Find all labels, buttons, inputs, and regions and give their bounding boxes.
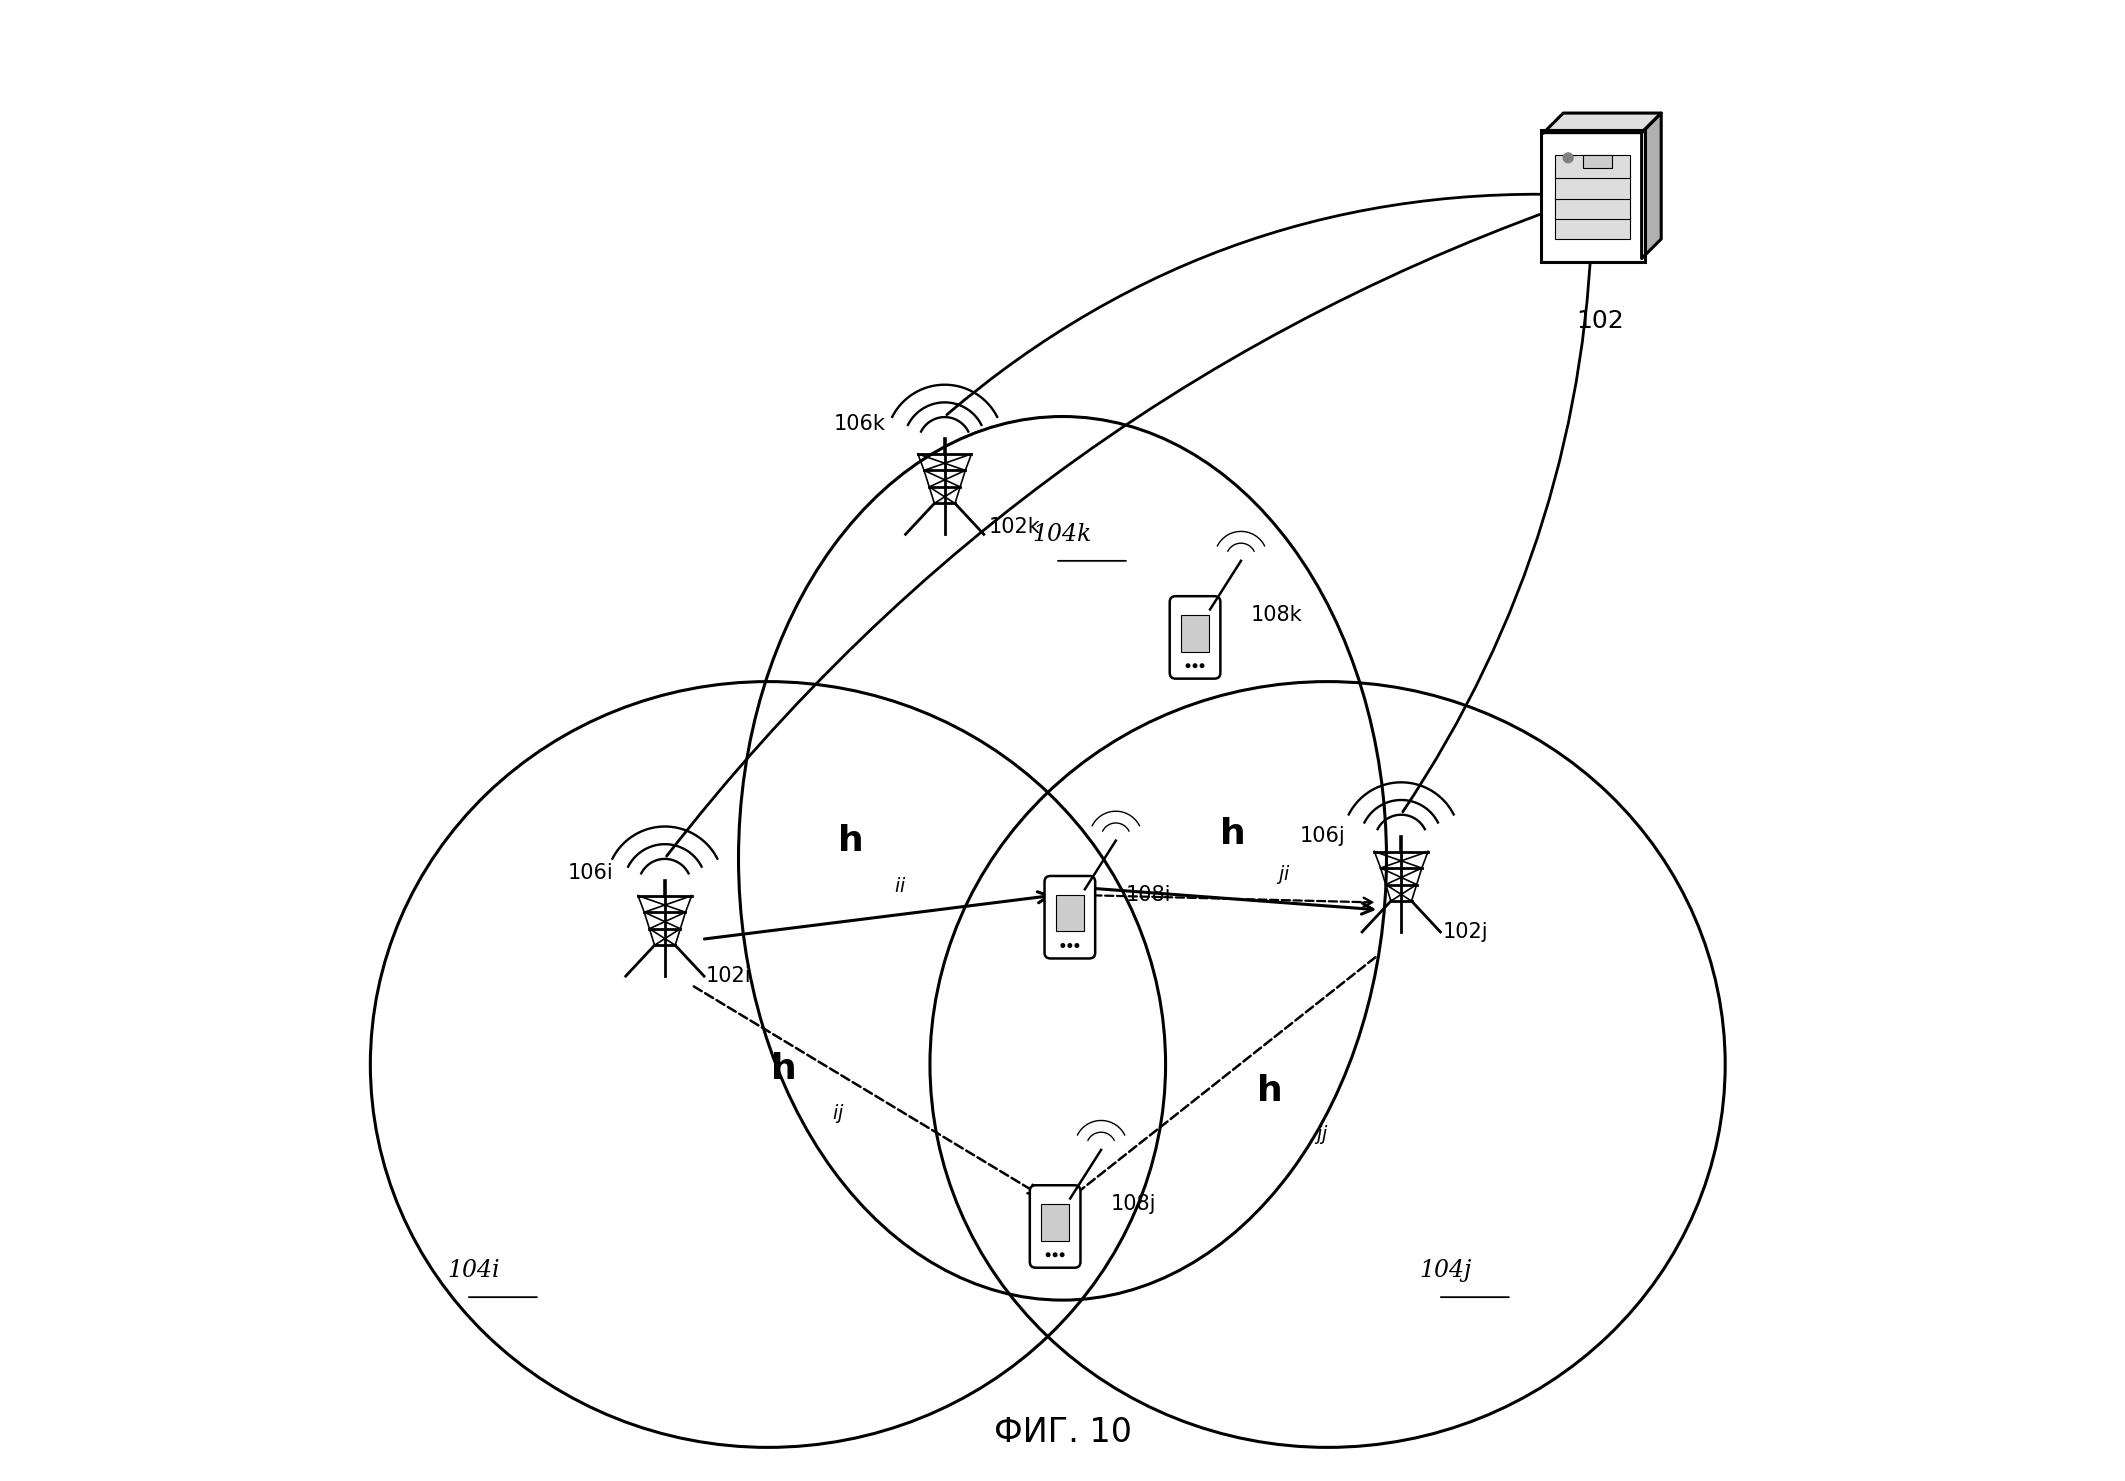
Bar — [1556, 195, 1630, 219]
Circle shape — [1075, 943, 1080, 948]
Text: 104j: 104j — [1420, 1259, 1473, 1283]
Text: 106i: 106i — [567, 863, 614, 883]
Text: 102: 102 — [1577, 310, 1624, 333]
Text: 104i: 104i — [446, 1259, 499, 1283]
Circle shape — [1060, 1253, 1065, 1256]
Text: $\mathbf{h}$: $\mathbf{h}$ — [1220, 816, 1245, 850]
Circle shape — [1194, 663, 1196, 668]
Text: 106k: 106k — [833, 413, 886, 434]
Text: ФИГ. 10: ФИГ. 10 — [995, 1416, 1130, 1448]
Text: $\mathbf{h}$: $\mathbf{h}$ — [837, 823, 861, 857]
Text: $\mathbf{h}$: $\mathbf{h}$ — [769, 1052, 795, 1086]
Text: 108j: 108j — [1111, 1194, 1156, 1214]
Bar — [1041, 1204, 1069, 1241]
Text: 104k: 104k — [1033, 523, 1092, 546]
FancyBboxPatch shape — [1046, 875, 1094, 958]
Bar — [1556, 156, 1630, 178]
Text: $_{ii}$: $_{ii}$ — [895, 869, 907, 896]
Text: 102i: 102i — [706, 966, 752, 986]
Text: $\mathbf{h}$: $\mathbf{h}$ — [1256, 1074, 1281, 1108]
Circle shape — [1060, 943, 1065, 948]
Bar — [1182, 615, 1209, 652]
Text: 102j: 102j — [1443, 923, 1487, 942]
Circle shape — [1186, 663, 1190, 668]
Bar — [1583, 156, 1613, 167]
Text: 106j: 106j — [1300, 826, 1345, 846]
Text: 108k: 108k — [1252, 606, 1303, 625]
Bar — [1056, 895, 1084, 932]
FancyBboxPatch shape — [1169, 597, 1220, 678]
Bar — [1556, 175, 1630, 198]
Polygon shape — [1643, 113, 1662, 259]
Polygon shape — [1543, 113, 1662, 133]
Circle shape — [1054, 1253, 1056, 1256]
Circle shape — [1046, 1253, 1050, 1256]
Circle shape — [1069, 943, 1071, 948]
Text: $_{ij}$: $_{ij}$ — [833, 1100, 846, 1126]
FancyBboxPatch shape — [1541, 130, 1645, 262]
Circle shape — [1201, 663, 1203, 668]
Circle shape — [1564, 153, 1572, 163]
Text: 108i: 108i — [1126, 886, 1171, 905]
Text: $_{ji}$: $_{ji}$ — [1277, 862, 1290, 887]
Text: $_{jj}$: $_{jj}$ — [1315, 1121, 1328, 1146]
FancyBboxPatch shape — [1031, 1185, 1080, 1268]
Bar — [1556, 215, 1630, 238]
Text: 102k: 102k — [988, 517, 1041, 538]
